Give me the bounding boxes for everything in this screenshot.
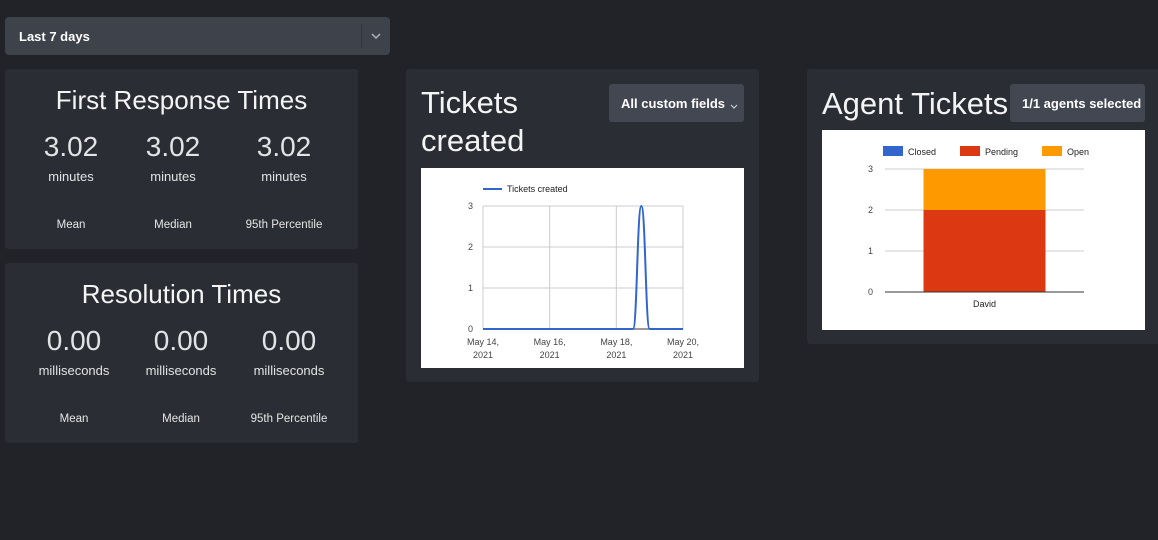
x-tick-label: 2021 bbox=[606, 350, 626, 360]
bar-chart-svg: 0 1 2 3 David Closed Pending Open bbox=[868, 146, 1089, 309]
agents-select[interactable]: 1/1 agents selected bbox=[1010, 84, 1145, 122]
tickets-created-chart: 0 1 2 3 May 14, 2021 May 16, 2021 May 18, 2021 May… bbox=[421, 168, 744, 368]
chevron-down-icon bbox=[730, 98, 738, 113]
resolution-panel: Resolution Times 0.00 milliseconds 0.00 … bbox=[5, 263, 358, 443]
custom-fields-value: All custom fields bbox=[621, 95, 726, 111]
stat-value: 3.02 bbox=[256, 131, 312, 162]
first-response-median: 3.02 minutes bbox=[118, 129, 228, 184]
stat-unit: minutes bbox=[150, 169, 196, 184]
legend-label: Pending bbox=[985, 147, 1018, 157]
stat-unit: minutes bbox=[261, 169, 307, 184]
resolution-title: Resolution Times bbox=[81, 279, 282, 309]
resolution-p95: 0.00 milliseconds bbox=[234, 323, 344, 378]
title-line: Tickets bbox=[421, 85, 519, 120]
title-line: created bbox=[421, 123, 525, 158]
x-tick-label: May 14, bbox=[467, 337, 499, 347]
x-tick-label: 2021 bbox=[540, 350, 560, 360]
y-tick-label: 0 bbox=[468, 324, 473, 334]
agent-tickets-title: Agent Tickets bbox=[822, 86, 1009, 121]
agents-select-value: 1/1 agents selected bbox=[1022, 95, 1142, 111]
line-chart-svg: 0 1 2 3 May 14, 2021 May 16, 2021 May 18, 2021 May… bbox=[467, 184, 699, 360]
date-range-value: Last 7 days bbox=[19, 28, 90, 44]
bar-segment bbox=[923, 210, 1046, 292]
x-tick-label: David bbox=[973, 299, 996, 309]
y-tick-label: 1 bbox=[868, 246, 873, 256]
y-tick-label: 2 bbox=[868, 205, 873, 215]
first-response-title: First Response Times bbox=[55, 85, 308, 115]
y-tick-label: 3 bbox=[468, 201, 473, 211]
custom-fields-select[interactable]: All custom fields bbox=[609, 84, 744, 122]
agent-tickets-panel: Agent Tickets 1/1 agents selected 0 1 2 3 Da… bbox=[807, 69, 1158, 344]
agent-tickets-chart: 0 1 2 3 David Closed Pending Open bbox=[822, 130, 1145, 330]
stat-value: 3.02 bbox=[145, 131, 201, 162]
y-tick-label: 1 bbox=[468, 283, 473, 293]
stat-value: 0.00 bbox=[153, 325, 209, 356]
stat-value: 0.00 bbox=[261, 325, 317, 356]
first-response-panel: First Response Times 3.02 minutes 3.02 m… bbox=[5, 69, 358, 249]
stat-unit: milliseconds bbox=[253, 363, 325, 378]
stat-unit: milliseconds bbox=[145, 363, 217, 378]
y-tick-label: 0 bbox=[868, 287, 873, 297]
resolution-mean: 0.00 milliseconds bbox=[19, 323, 129, 378]
x-tick-label: 2021 bbox=[473, 350, 493, 360]
x-tick-label: May 18, bbox=[600, 337, 632, 347]
first-response-mean: 3.02 minutes bbox=[16, 129, 126, 184]
legend-swatch bbox=[960, 146, 981, 156]
x-tick-label: 2021 bbox=[673, 350, 693, 360]
resolution-median: 0.00 milliseconds bbox=[126, 323, 236, 378]
stat-label: 95th Percentile bbox=[245, 219, 323, 231]
legend-label: Tickets created bbox=[507, 184, 568, 194]
stat-label: Mean bbox=[56, 219, 86, 231]
legend-swatch bbox=[1042, 146, 1063, 156]
tickets-created-panel: Tickets created All custom fields 0 1 2 3 Ma… bbox=[406, 69, 759, 382]
stat-label: Median bbox=[154, 219, 192, 231]
legend-swatch bbox=[883, 146, 903, 156]
stat-unit: milliseconds bbox=[38, 363, 110, 378]
stat-value: 0.00 bbox=[46, 325, 102, 356]
tickets-created-title: Tickets created bbox=[421, 84, 524, 160]
x-tick-label: May 16, bbox=[534, 337, 566, 347]
series-line bbox=[483, 204, 683, 330]
y-tick-label: 3 bbox=[868, 164, 873, 174]
stat-label: Median bbox=[162, 413, 200, 425]
chevron-down-icon bbox=[361, 24, 390, 48]
y-tick-label: 2 bbox=[468, 242, 473, 252]
legend-label: Closed bbox=[908, 147, 936, 157]
bar-segment bbox=[923, 169, 1046, 210]
x-tick-label: May 20, bbox=[667, 337, 699, 347]
stat-unit: minutes bbox=[48, 169, 94, 184]
stat-value: 3.02 bbox=[43, 131, 99, 162]
legend-label: Open bbox=[1067, 147, 1089, 157]
stat-label: Mean bbox=[59, 413, 89, 425]
first-response-p95: 3.02 minutes bbox=[229, 129, 339, 184]
date-range-select[interactable]: Last 7 days bbox=[5, 17, 390, 55]
stat-label: 95th Percentile bbox=[250, 413, 328, 425]
